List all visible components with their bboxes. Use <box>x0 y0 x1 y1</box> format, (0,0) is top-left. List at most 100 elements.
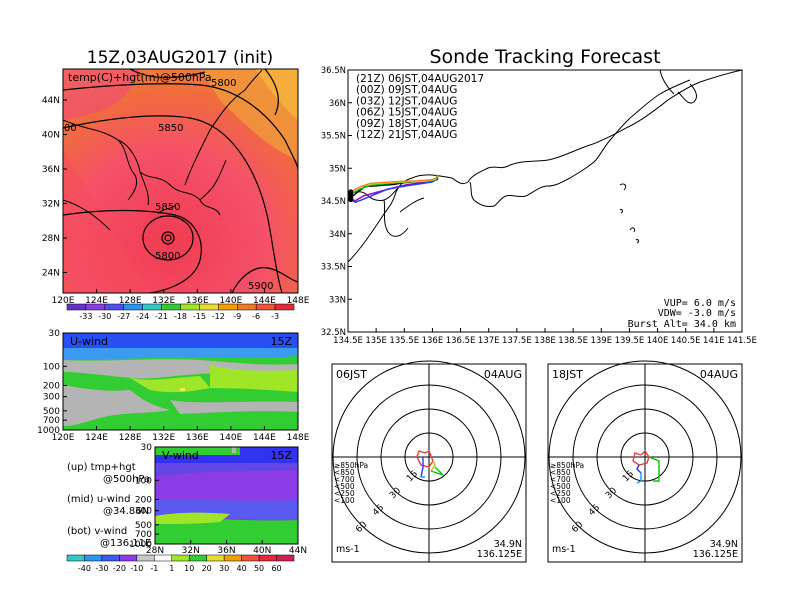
colorbar-label: -40 <box>78 564 91 573</box>
hodograph-trace <box>430 460 436 472</box>
v-wind-shading <box>155 447 298 544</box>
panel-label: V-wind <box>162 449 199 462</box>
colorbar-swatch <box>136 554 155 562</box>
hodograph-date: 04AUG <box>484 368 522 381</box>
colorbar-label: -18 <box>174 312 187 321</box>
lon-tick-label: 141E <box>703 336 725 346</box>
colorbar-swatch <box>206 554 225 562</box>
colorbar-swatch <box>241 554 260 562</box>
hodograph-lat: 34.9N <box>710 539 738 550</box>
lon-tick-label: 140E <box>219 296 242 306</box>
colorbar-label: -12 <box>212 312 225 321</box>
pressure-tick-label: 100 <box>43 362 60 372</box>
colorbar-label: -20 <box>113 564 126 573</box>
lat-tick-label: 40N <box>42 131 60 141</box>
panel-frame <box>62 332 299 431</box>
lon-tick-label: 128E <box>119 296 142 306</box>
legend-bot-line1: (bot) v-wind <box>67 526 127 537</box>
contour-label: 00 <box>64 123 77 134</box>
hodograph-lat: 34.9N <box>494 539 522 550</box>
colorbar-swatch <box>123 303 143 311</box>
pressure-tick-label: 300 <box>43 393 60 403</box>
lon-tick-label: 144E <box>253 296 276 306</box>
colorbar-label: 20 <box>202 564 212 573</box>
sonde-track <box>350 174 439 193</box>
colorbar-label: 1 <box>169 564 174 573</box>
hodograph-lon: 136.125E <box>693 549 738 560</box>
colorbar-swatch <box>84 554 103 562</box>
sonde-track <box>350 178 439 204</box>
hodograph-trace <box>420 457 424 478</box>
colorbar-label: 50 <box>254 564 264 573</box>
contour-label: 5900 <box>248 281 273 292</box>
colorbar-swatch <box>154 554 173 562</box>
level-legend-item: <500 <box>334 482 355 491</box>
lat-tick-label: 35.5N <box>321 132 346 142</box>
u-wind-shading <box>63 333 298 426</box>
lat-tick-label: 33N <box>329 295 346 305</box>
lon-tick-label: 132E <box>152 433 175 443</box>
lat-tick-label: 44N <box>289 546 307 556</box>
level-legend-item: ≥850hPa <box>550 461 584 470</box>
lon-tick-labels: 134.5E 135E 135.5E 136E 136.5E 137E 137.5E 138E… <box>333 328 757 346</box>
level-legend-item: <500 <box>550 482 571 491</box>
lon-tick-label: 148E <box>287 296 310 306</box>
pressure-tick-label: 1000 <box>37 426 60 436</box>
pressure-tick-label: 30 <box>49 329 61 339</box>
lat-tick-label: 36N <box>329 99 346 109</box>
vdw-readout: VDW= -3.0 m/s <box>658 308 736 319</box>
lon-tick-label: 128E <box>119 433 142 443</box>
lon-tick-label: 144E <box>253 433 276 443</box>
lon-tick-label: 136E <box>186 296 209 306</box>
colorbar-label: 40 <box>237 564 247 573</box>
lon-tick-label: 138E <box>534 336 556 346</box>
lon-tick-label: 135E <box>365 336 387 346</box>
hodograph-time: 18JST <box>552 368 583 381</box>
legend-mid-line2: @34.86N <box>103 506 149 517</box>
legend-bot-line2: @136.11E <box>100 538 151 549</box>
pressure-tick-label: 700 <box>135 530 152 540</box>
colorbar-swatch <box>66 554 85 562</box>
colorbar-label: -30 <box>95 564 108 573</box>
lat-tick-label: 34N <box>329 230 346 240</box>
pressure-tick-label: 200 <box>135 495 152 505</box>
colorbar-label: -3 <box>271 312 279 321</box>
wind-colorbar: -40 -30 -20 -10 -1 1 10 20 30 40 50 60 <box>66 554 295 573</box>
pressure-tick-label: 1000 <box>129 540 152 550</box>
pressure-tick-label: 700 <box>43 416 60 426</box>
track-legend-item: (21Z) 06JST,04AUG2017 <box>356 73 484 85</box>
track-legend-item: (00Z) 09JST,04AUG <box>356 84 457 96</box>
panel-time: 15Z <box>270 449 292 462</box>
legend-mid-line1: (mid) u-wind <box>67 494 130 505</box>
colorbar-swatch <box>274 303 295 311</box>
lat-tick-label: 32.5N <box>321 328 346 338</box>
colorbar-label: 30 <box>219 564 229 573</box>
colorbar-label: -30 <box>98 312 111 321</box>
sonde-tracks <box>348 174 439 204</box>
pressure-tick-label: 500 <box>43 407 60 417</box>
pressure-tick-label: 100 <box>135 476 152 486</box>
track-legend-item: (09Z) 18JST,04AUG <box>356 118 457 130</box>
vup-readout: VUP= 6.0 m/s <box>664 298 736 309</box>
hodograph-lon: 136.125E <box>477 549 522 560</box>
colorbar-swatch <box>199 303 219 311</box>
lat-tick-label: 36N <box>42 165 60 175</box>
lat-tick-label: 35N <box>329 164 346 174</box>
launch-point <box>348 189 354 195</box>
colorbar-swatch <box>276 554 295 562</box>
temp-field-shading <box>63 69 298 293</box>
left-legend: (up) tmp+hgt @500hPa (mid) u-wind @34.86… <box>67 462 151 549</box>
lon-tick-label: 134.5E <box>333 336 363 346</box>
lat-tick-labels: 36.5N 36N 35.5N 35N 34.5N 34N 33.5N 33N 32.5N <box>321 66 352 338</box>
colorbar-label: 60 <box>271 564 281 573</box>
height-contour-labels: 5850 5850 5800 5900 5800 00 <box>64 78 273 292</box>
pressure-tick-label: 500 <box>135 521 152 531</box>
hodograph-trace <box>430 466 444 476</box>
right-title: Sonde Tracking Forecast <box>429 46 660 68</box>
lon-tick-label: 135.5E <box>389 336 419 346</box>
panel-frame <box>62 68 299 294</box>
